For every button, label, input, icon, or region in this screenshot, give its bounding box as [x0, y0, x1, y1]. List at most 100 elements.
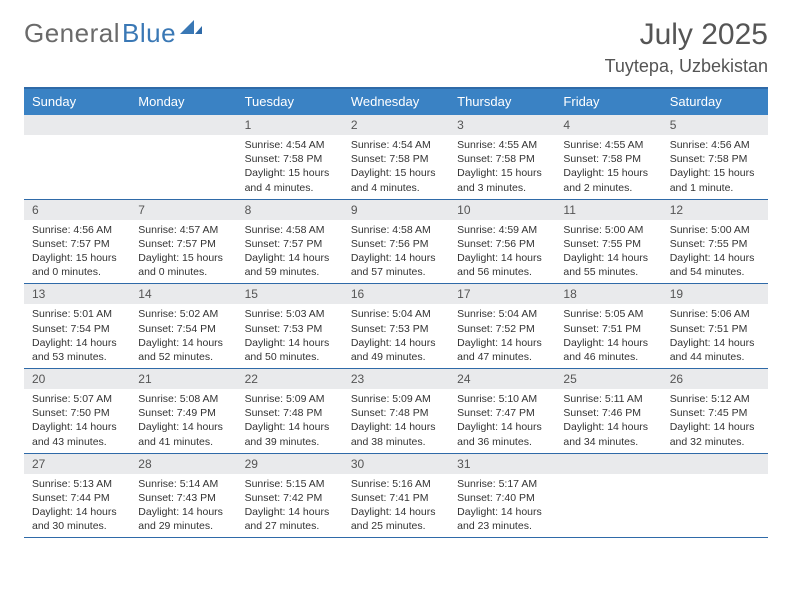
day-body: Sunrise: 5:01 AMSunset: 7:54 PMDaylight:… — [24, 304, 130, 368]
day-body: Sunrise: 5:04 AMSunset: 7:53 PMDaylight:… — [343, 304, 449, 368]
calendar-cell: 24Sunrise: 5:10 AMSunset: 7:47 PMDayligh… — [449, 369, 555, 453]
day-body: Sunrise: 4:54 AMSunset: 7:58 PMDaylight:… — [343, 135, 449, 199]
day-number: 18 — [555, 284, 661, 304]
calendar-cell — [24, 115, 130, 199]
calendar-cell: 2Sunrise: 4:54 AMSunset: 7:58 PMDaylight… — [343, 115, 449, 199]
brand-word-2: Blue — [122, 18, 176, 49]
day-body: Sunrise: 5:06 AMSunset: 7:51 PMDaylight:… — [662, 304, 768, 368]
calendar-cell: 20Sunrise: 5:07 AMSunset: 7:50 PMDayligh… — [24, 369, 130, 453]
calendar-cell: 30Sunrise: 5:16 AMSunset: 7:41 PMDayligh… — [343, 454, 449, 538]
day-number — [130, 115, 236, 135]
brand-logo: GeneralBlue — [24, 18, 202, 49]
day-body: Sunrise: 5:16 AMSunset: 7:41 PMDaylight:… — [343, 474, 449, 538]
week-row: 27Sunrise: 5:13 AMSunset: 7:44 PMDayligh… — [24, 454, 768, 539]
dow-friday: Friday — [555, 89, 661, 115]
day-body: Sunrise: 4:59 AMSunset: 7:56 PMDaylight:… — [449, 220, 555, 284]
day-number: 22 — [237, 369, 343, 389]
calendar-cell: 4Sunrise: 4:55 AMSunset: 7:58 PMDaylight… — [555, 115, 661, 199]
day-number: 12 — [662, 200, 768, 220]
day-body: Sunrise: 5:17 AMSunset: 7:40 PMDaylight:… — [449, 474, 555, 538]
calendar-cell: 17Sunrise: 5:04 AMSunset: 7:52 PMDayligh… — [449, 284, 555, 368]
calendar-cell: 29Sunrise: 5:15 AMSunset: 7:42 PMDayligh… — [237, 454, 343, 538]
day-number: 10 — [449, 200, 555, 220]
day-number: 19 — [662, 284, 768, 304]
day-body: Sunrise: 5:11 AMSunset: 7:46 PMDaylight:… — [555, 389, 661, 453]
calendar: Sunday Monday Tuesday Wednesday Thursday… — [24, 87, 768, 538]
day-number: 7 — [130, 200, 236, 220]
calendar-cell: 27Sunrise: 5:13 AMSunset: 7:44 PMDayligh… — [24, 454, 130, 538]
day-number: 28 — [130, 454, 236, 474]
calendar-weeks: 1Sunrise: 4:54 AMSunset: 7:58 PMDaylight… — [24, 115, 768, 538]
day-number — [662, 454, 768, 474]
day-number: 14 — [130, 284, 236, 304]
day-body: Sunrise: 5:10 AMSunset: 7:47 PMDaylight:… — [449, 389, 555, 453]
calendar-cell: 3Sunrise: 4:55 AMSunset: 7:58 PMDaylight… — [449, 115, 555, 199]
day-number: 21 — [130, 369, 236, 389]
day-body: Sunrise: 4:57 AMSunset: 7:57 PMDaylight:… — [130, 220, 236, 284]
day-number: 4 — [555, 115, 661, 135]
day-number: 29 — [237, 454, 343, 474]
calendar-cell: 7Sunrise: 4:57 AMSunset: 7:57 PMDaylight… — [130, 200, 236, 284]
day-number — [555, 454, 661, 474]
day-number: 30 — [343, 454, 449, 474]
day-number: 25 — [555, 369, 661, 389]
day-body: Sunrise: 4:55 AMSunset: 7:58 PMDaylight:… — [449, 135, 555, 199]
location-title: Tuytepa, Uzbekistan — [605, 56, 768, 77]
calendar-cell: 31Sunrise: 5:17 AMSunset: 7:40 PMDayligh… — [449, 454, 555, 538]
day-number: 5 — [662, 115, 768, 135]
dow-saturday: Saturday — [662, 89, 768, 115]
calendar-cell: 10Sunrise: 4:59 AMSunset: 7:56 PMDayligh… — [449, 200, 555, 284]
calendar-cell: 1Sunrise: 4:54 AMSunset: 7:58 PMDaylight… — [237, 115, 343, 199]
day-number: 6 — [24, 200, 130, 220]
day-number: 1 — [237, 115, 343, 135]
day-body: Sunrise: 4:56 AMSunset: 7:57 PMDaylight:… — [24, 220, 130, 284]
day-body: Sunrise: 4:54 AMSunset: 7:58 PMDaylight:… — [237, 135, 343, 199]
day-body — [24, 135, 130, 191]
day-number: 24 — [449, 369, 555, 389]
day-number: 23 — [343, 369, 449, 389]
day-number: 15 — [237, 284, 343, 304]
day-body: Sunrise: 5:09 AMSunset: 7:48 PMDaylight:… — [343, 389, 449, 453]
calendar-cell: 18Sunrise: 5:05 AMSunset: 7:51 PMDayligh… — [555, 284, 661, 368]
calendar-cell: 14Sunrise: 5:02 AMSunset: 7:54 PMDayligh… — [130, 284, 236, 368]
day-number: 26 — [662, 369, 768, 389]
day-number: 31 — [449, 454, 555, 474]
month-title: July 2025 — [605, 18, 768, 52]
day-number: 16 — [343, 284, 449, 304]
day-number: 11 — [555, 200, 661, 220]
calendar-cell: 22Sunrise: 5:09 AMSunset: 7:48 PMDayligh… — [237, 369, 343, 453]
day-number: 2 — [343, 115, 449, 135]
calendar-cell: 25Sunrise: 5:11 AMSunset: 7:46 PMDayligh… — [555, 369, 661, 453]
day-body: Sunrise: 5:13 AMSunset: 7:44 PMDaylight:… — [24, 474, 130, 538]
day-body: Sunrise: 5:00 AMSunset: 7:55 PMDaylight:… — [555, 220, 661, 284]
day-body: Sunrise: 5:12 AMSunset: 7:45 PMDaylight:… — [662, 389, 768, 453]
calendar-cell: 12Sunrise: 5:00 AMSunset: 7:55 PMDayligh… — [662, 200, 768, 284]
day-body: Sunrise: 4:58 AMSunset: 7:57 PMDaylight:… — [237, 220, 343, 284]
day-body: Sunrise: 4:55 AMSunset: 7:58 PMDaylight:… — [555, 135, 661, 199]
calendar-cell — [662, 454, 768, 538]
day-number — [24, 115, 130, 135]
day-number: 17 — [449, 284, 555, 304]
week-row: 1Sunrise: 4:54 AMSunset: 7:58 PMDaylight… — [24, 115, 768, 200]
brand-sail-icon — [180, 18, 202, 41]
brand-word-1: General — [24, 18, 120, 49]
calendar-cell: 13Sunrise: 5:01 AMSunset: 7:54 PMDayligh… — [24, 284, 130, 368]
day-body: Sunrise: 5:09 AMSunset: 7:48 PMDaylight:… — [237, 389, 343, 453]
day-body: Sunrise: 5:15 AMSunset: 7:42 PMDaylight:… — [237, 474, 343, 538]
day-number: 3 — [449, 115, 555, 135]
dow-monday: Monday — [130, 89, 236, 115]
day-body — [555, 474, 661, 530]
day-body: Sunrise: 4:56 AMSunset: 7:58 PMDaylight:… — [662, 135, 768, 199]
day-number: 8 — [237, 200, 343, 220]
dow-tuesday: Tuesday — [237, 89, 343, 115]
day-number: 27 — [24, 454, 130, 474]
day-number: 13 — [24, 284, 130, 304]
calendar-cell — [130, 115, 236, 199]
calendar-cell: 15Sunrise: 5:03 AMSunset: 7:53 PMDayligh… — [237, 284, 343, 368]
header: GeneralBlue July 2025 Tuytepa, Uzbekista… — [24, 18, 768, 77]
day-of-week-row: Sunday Monday Tuesday Wednesday Thursday… — [24, 89, 768, 115]
dow-thursday: Thursday — [449, 89, 555, 115]
calendar-cell: 28Sunrise: 5:14 AMSunset: 7:43 PMDayligh… — [130, 454, 236, 538]
calendar-cell: 6Sunrise: 4:56 AMSunset: 7:57 PMDaylight… — [24, 200, 130, 284]
day-body: Sunrise: 4:58 AMSunset: 7:56 PMDaylight:… — [343, 220, 449, 284]
